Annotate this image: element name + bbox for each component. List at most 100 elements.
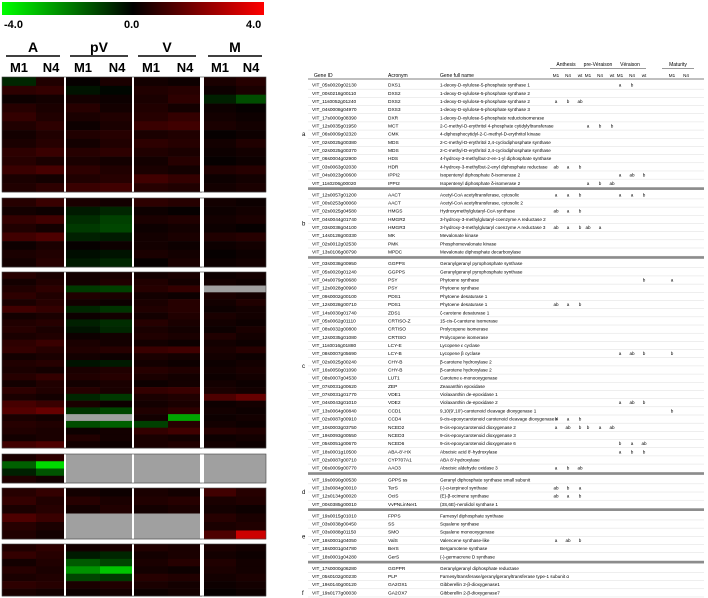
heatmap-cell — [36, 360, 66, 368]
gene-name-cell: 1-deoxy-D-xylulose-5-phosphate synthase … — [440, 99, 530, 104]
table-row: VIT_04s0079g00680 PSY Phytoene synthase b a — [308, 278, 704, 285]
acronym-cell: BerS — [388, 546, 399, 552]
significance-letter: b — [619, 441, 622, 446]
heatmap-cell — [36, 206, 66, 216]
heatmap-cell — [100, 461, 134, 469]
heatmap-cell — [204, 441, 236, 449]
heatmap-cell — [36, 434, 66, 442]
significance-letter: b — [579, 209, 582, 214]
heatmap-cell — [36, 77, 66, 87]
heatmap-cell — [36, 138, 66, 149]
heatmap-cell — [2, 441, 36, 449]
heatmap-cell — [36, 353, 66, 361]
heatmap-cell — [36, 454, 66, 462]
heatmap-cell — [204, 551, 236, 560]
gene-id-cell: VIT_12s0134g00020 — [312, 494, 357, 500]
heatmap-group-gap — [64, 454, 66, 483]
heatmap-cell — [134, 272, 168, 280]
heatmap-cell — [204, 332, 236, 340]
heatmap-cell — [168, 130, 202, 140]
heatmap-cell — [168, 346, 202, 354]
heatmap-cell — [36, 272, 66, 280]
heatmap-cell — [236, 414, 266, 422]
heatmap-cell — [236, 198, 266, 207]
heatmap-cell — [204, 326, 236, 334]
column-label-4: M1 — [142, 60, 160, 75]
heatmap-cell — [236, 475, 266, 484]
heatmap-cell — [236, 339, 266, 347]
heatmap-cell — [36, 581, 66, 589]
gene-id-cell: VIT_14s0128g00330 — [312, 233, 357, 239]
significance-letter: a — [579, 485, 582, 490]
gene-id-cell: VIT_18s0001g04780 — [312, 546, 357, 552]
heatmap-cell — [168, 223, 202, 233]
gene-name-cell: Prolycopene isomerase — [440, 327, 488, 332]
gene-id-cell: VIT_08s0032g00800 — [312, 327, 357, 333]
significance-letter: b — [599, 181, 602, 186]
heatmap-cell — [36, 551, 66, 560]
heatmap-cell — [134, 198, 168, 207]
heatmap-cell — [66, 513, 100, 523]
column-label-6: M1 — [211, 60, 229, 75]
heatmap-cell — [100, 77, 134, 87]
heatmap-cell — [236, 544, 266, 552]
heatmap-cell — [2, 407, 36, 415]
heatmap-cell — [134, 558, 168, 567]
heatmap-cell — [100, 551, 134, 560]
gene-name-cell: 2-C-methyl-D-erythritol 4-phosphate cyti… — [440, 124, 554, 129]
table-row: VIT_16s0050g01090 CHY-B β-carotene hydroxy… — [308, 368, 704, 375]
heatmap-cell — [236, 461, 266, 469]
acronym-cell: CRTISO-Z — [388, 318, 411, 324]
heatmap-cell — [2, 488, 36, 497]
gene-id-cell: VIT_06s0004g02900 — [312, 156, 357, 162]
heatmap-group-gap — [64, 77, 66, 192]
heatmap-cell — [204, 198, 236, 207]
heatmap-cell — [134, 420, 168, 428]
significance-letter: b — [631, 449, 634, 454]
heatmap-cell — [36, 407, 66, 415]
significance-letter: ab — [577, 99, 583, 104]
heatmap-cell — [168, 332, 202, 340]
heatmap-cell — [2, 130, 36, 140]
sub-header: N4 — [597, 73, 603, 78]
acronym-cell: OciS — [388, 494, 398, 500]
heatmap-cell — [66, 454, 100, 462]
sub-header: M1 — [585, 73, 592, 78]
heatmap-cell — [100, 147, 134, 157]
acronym-cell: LUT1 — [388, 376, 400, 382]
gene-id-cell: VIT_11s0206g00020 — [312, 181, 357, 187]
heatmap-cell — [168, 183, 202, 193]
heatmap-cell — [168, 103, 202, 113]
heatmap-cell — [134, 94, 168, 104]
heatmap-cell — [100, 544, 134, 552]
heatmap-cell — [168, 581, 202, 589]
table-section-b: VIT_12s0057g01200 AACT Acetyl-CoA acetyltr… — [302, 192, 704, 259]
heatmap-cell — [204, 513, 236, 523]
heatmap-cell — [2, 558, 36, 567]
table-row: VIT_05s0020g02130 DXS1 1-deoxy-D-xylulose-… — [308, 83, 704, 90]
significance-letter: a — [555, 99, 558, 104]
table-row: VIT_04s0008g04970 DXS3 1-deoxy-D-xylulose-… — [308, 107, 704, 114]
heatmap-cell — [134, 138, 168, 149]
acronym-cell: MCT — [388, 124, 398, 130]
heatmap-cell — [2, 360, 36, 368]
heatmap-cell — [2, 112, 36, 122]
acronym-cell: PDS1 — [388, 302, 401, 308]
heatmap-cell — [134, 441, 168, 449]
heatmap-cell — [134, 496, 168, 506]
heatmap-cell — [66, 241, 100, 251]
gene-name-cell: 4-hydroxy-3-methylbut-2-enyl diphosphate… — [440, 164, 548, 169]
gene-id-cell: VIT_02s0087g00710 — [312, 458, 357, 464]
heatmap-cell — [36, 241, 66, 251]
table-row: VIT_19s0093g00550 NCED3 9-cis-epoxycaroten… — [308, 433, 704, 440]
table-row: VIT_05s0020g01240 GGPPS Geranylgeranyl pyr… — [308, 269, 704, 277]
heatmap-cell — [36, 112, 66, 122]
heatmap-cell — [36, 94, 66, 104]
table-row: VIT_07s0031g00620 ZEP Zeaxanthin epoxidase — [308, 384, 704, 391]
heatmap-cell — [100, 387, 134, 395]
heatmap-cell — [2, 373, 36, 381]
gene-name-cell: Zeaxanthin epoxidase — [440, 384, 485, 389]
heatmap-cell — [134, 165, 168, 175]
gene-name-cell: 3-hydroxy-3-methylglutaryl coenzyme A re… — [440, 225, 546, 230]
heatmap-cell — [134, 513, 168, 523]
